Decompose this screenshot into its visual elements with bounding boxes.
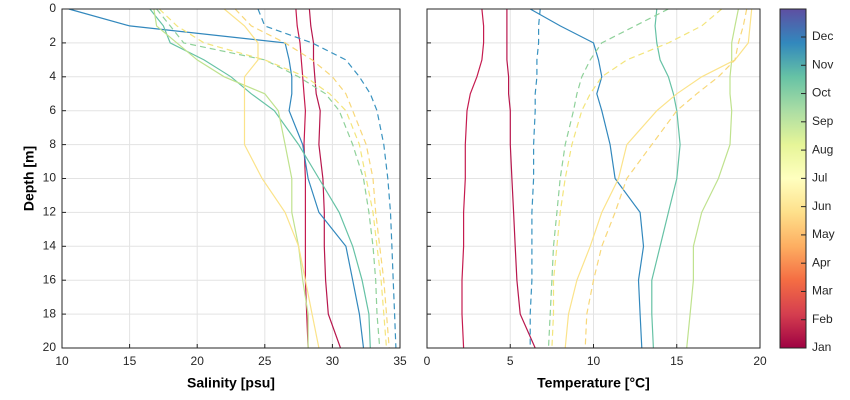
y-tick-label: 4 (49, 69, 56, 83)
y-tick-label: 6 (49, 103, 56, 117)
x-tick-label: 25 (258, 354, 272, 368)
profile-line (461, 8, 485, 349)
colorbar-label: May (812, 227, 835, 241)
profile-line (158, 8, 388, 349)
colorbar-label: Nov (812, 57, 833, 71)
colorbar-label: Feb (812, 312, 833, 326)
y-tick-label: 14 (43, 238, 57, 252)
colorbar-label: Jun (812, 199, 831, 213)
colorbar-label: Dec (812, 29, 833, 43)
y-tick-label: 16 (43, 272, 57, 286)
x-tick-label: 15 (123, 354, 137, 368)
x-tick-label: 35 (393, 354, 407, 368)
x-tick-label: 10 (587, 354, 601, 368)
y-tick-label: 12 (43, 205, 57, 219)
y-tick-label: 0 (49, 1, 56, 15)
y-tick-label: 18 (43, 306, 57, 320)
y-tick-label: 2 (49, 35, 56, 49)
profile-line (68, 8, 365, 349)
y-axis-label: Depth [m] (21, 146, 37, 211)
axes-box (61, 8, 401, 349)
x-tick-label: 30 (326, 354, 340, 368)
x-tick-label: 5 (507, 354, 514, 368)
profile-line (651, 8, 681, 349)
colorbar-label: Oct (812, 86, 831, 100)
profile-line (564, 8, 753, 349)
profile-line (156, 8, 381, 349)
profile-line (295, 8, 309, 349)
profile-line (686, 8, 739, 349)
y-tick-label: 20 (43, 340, 57, 354)
profile-line (308, 8, 342, 349)
profile-line (149, 8, 371, 349)
colorbar-label: Jul (812, 171, 827, 185)
profile-line (506, 9, 536, 349)
y-tick-label: 8 (49, 137, 56, 151)
x-tick-label: 0 (424, 354, 431, 368)
profile-line (529, 8, 541, 348)
x-axis-label: Salinity [psu] (187, 375, 275, 391)
colorbar-label: Jan (812, 340, 831, 354)
profile-line (153, 8, 309, 348)
x-tick-label: 15 (670, 354, 684, 368)
x-axis-label: Temperature [°C] (537, 375, 650, 391)
x-tick-label: 20 (191, 354, 205, 368)
profile-line (223, 8, 320, 349)
profile-line (529, 8, 645, 349)
colorbar-label: Mar (812, 284, 833, 298)
colorbar-label: Sep (812, 114, 834, 128)
profile-line (551, 8, 723, 349)
colorbar-label: Aug (812, 142, 833, 156)
x-tick-label: 10 (55, 354, 69, 368)
profile-line (257, 8, 397, 349)
colorbar-label: Apr (812, 255, 831, 269)
axes-box (426, 8, 761, 349)
y-tick-label: 10 (43, 171, 57, 185)
x-tick-label: 20 (753, 354, 767, 368)
profile-line (584, 8, 748, 349)
profile-line (547, 8, 669, 349)
